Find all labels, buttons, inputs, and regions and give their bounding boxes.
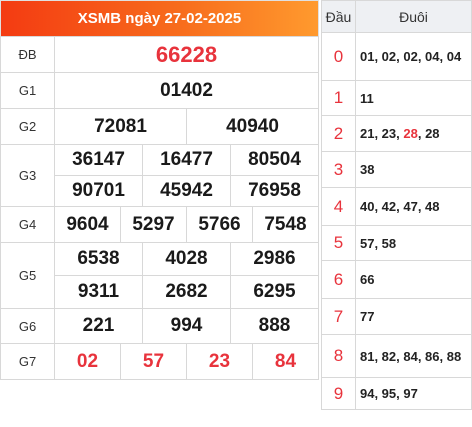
loto-head-digit: 9 bbox=[321, 377, 356, 410]
prize-number: 994 bbox=[170, 315, 203, 336]
prize-number: 2682 bbox=[165, 281, 208, 302]
prize-number: 76958 bbox=[248, 180, 301, 201]
loto-row: 9 94, 95, 97 bbox=[321, 377, 472, 410]
prize-label: G2 bbox=[0, 108, 55, 145]
prize-number: 57 bbox=[142, 350, 165, 372]
loto-tails: 21, 23, 28, 28 bbox=[355, 115, 472, 152]
prize-number: 6295 bbox=[253, 281, 296, 302]
loto-tail-text: 40, 42, 47, 48 bbox=[360, 199, 440, 214]
prize-number: 72081 bbox=[94, 115, 147, 137]
loto-tails: 81, 82, 84, 86, 88 bbox=[355, 334, 472, 378]
loto-row: 0 01, 02, 02, 04, 04 bbox=[321, 32, 472, 81]
prize-label: G5 bbox=[0, 242, 55, 309]
loto-tail-text: 21, 23, bbox=[360, 126, 404, 141]
prize-number: 2986 bbox=[253, 248, 296, 269]
prize-number: 01402 bbox=[160, 79, 213, 101]
prize-number: 23 bbox=[208, 350, 231, 372]
results-title: XSMB ngày 27-02-2025 bbox=[0, 0, 319, 36]
prize-row-g3b: 90701 45942 76958 bbox=[1, 175, 319, 207]
special-prize-number: 66228 bbox=[155, 41, 218, 67]
prize-label: G1 bbox=[0, 72, 55, 109]
prize-row-g2: G2 72081 40940 bbox=[0, 108, 319, 145]
prize-number: 888 bbox=[258, 315, 291, 336]
prize-row-g5: G5 6538 4028 2986 bbox=[0, 242, 319, 309]
prize-row-g4: G4 9604 5297 5766 7548 bbox=[0, 206, 319, 243]
loto-tails: 77 bbox=[355, 298, 472, 335]
prize-number: 84 bbox=[274, 350, 297, 372]
loto-tails: 38 bbox=[355, 151, 472, 188]
loto-tail-text: 94, 95, 97 bbox=[360, 386, 418, 401]
loto-tail-text: 38 bbox=[360, 162, 375, 177]
prize-number: 5766 bbox=[198, 213, 241, 235]
results-panel: XSMB ngày 27-02-2025 ĐB 66228 G1 01402 G… bbox=[0, 0, 319, 380]
loto-row: 6 66 bbox=[321, 260, 472, 299]
prize-row-g1: G1 01402 bbox=[0, 72, 319, 109]
loto-tail-text: 11 bbox=[360, 90, 374, 106]
loto-tails: 01, 02, 02, 04, 04 bbox=[355, 32, 472, 81]
loto-tail-text: , 28 bbox=[417, 126, 440, 141]
loto-tails: 66 bbox=[355, 260, 472, 299]
header-dau: Đầu bbox=[321, 0, 356, 33]
loto-tail-text: 01, 02, 02, 04, 04 bbox=[360, 49, 462, 64]
loto-panel: Đầu Đuôi 0 01, 02, 02, 04, 04 1 11 2 21, 23, … bbox=[321, 0, 472, 427]
loto-head-digit: 3 bbox=[321, 151, 356, 188]
loto-tail-highlight: 28 bbox=[403, 126, 418, 141]
loto-tails: 40, 42, 47, 48 bbox=[355, 187, 472, 226]
loto-head-digit: 2 bbox=[321, 115, 356, 152]
prize-number: 7548 bbox=[264, 213, 307, 235]
prize-number: 02 bbox=[76, 350, 99, 372]
prize-label: G4 bbox=[0, 206, 55, 243]
loto-table: Đầu Đuôi 0 01, 02, 02, 04, 04 1 11 2 21, 23, … bbox=[321, 0, 472, 410]
loto-row: 4 40, 42, 47, 48 bbox=[321, 187, 472, 226]
loto-tails: 11 bbox=[355, 80, 472, 116]
prize-number: 221 bbox=[82, 315, 115, 336]
loto-tails: 57, 58 bbox=[355, 225, 472, 261]
loto-head-digit: 7 bbox=[321, 298, 356, 335]
loto-row: 7 77 bbox=[321, 298, 472, 335]
loto-tails: 94, 95, 97 bbox=[355, 377, 472, 410]
loto-row: 3 38 bbox=[321, 151, 472, 188]
loto-tail-text: 81, 82, 84, 86, 88 bbox=[360, 348, 462, 364]
prize-label: ĐB bbox=[0, 36, 55, 73]
prize-row-g5b: 9311 2682 6295 bbox=[1, 275, 319, 309]
loto-head-digit: 8 bbox=[321, 334, 356, 378]
loto-row: 1 11 bbox=[321, 80, 472, 116]
loto-header-row: Đầu Đuôi bbox=[321, 0, 472, 33]
loto-row: 5 57, 58 bbox=[321, 225, 472, 261]
prize-number: 5297 bbox=[132, 213, 175, 235]
loto-head-digit: 1 bbox=[321, 80, 356, 116]
prize-number: 80504 bbox=[248, 149, 301, 170]
prize-number: 40940 bbox=[226, 115, 279, 137]
prize-label: G3 bbox=[0, 144, 55, 207]
prize-number: 9311 bbox=[77, 281, 120, 302]
prize-row-g3: G3 36147 16477 80504 bbox=[0, 144, 319, 207]
header-duoi: Đuôi bbox=[355, 0, 472, 33]
prize-row-g6: G6 221 994 888 bbox=[0, 308, 319, 344]
prize-number: 36147 bbox=[72, 149, 125, 170]
prize-number: 4028 bbox=[165, 248, 208, 269]
loto-head-digit: 6 bbox=[321, 260, 356, 299]
results-table: ĐB 66228 G1 01402 G2 72081 40940 G3 3614… bbox=[0, 36, 319, 380]
loto-tail-text: 57, 58 bbox=[360, 235, 397, 251]
prize-number: 9604 bbox=[66, 213, 109, 235]
loto-head-digit: 4 bbox=[321, 187, 356, 226]
loto-tail-text: 66 bbox=[360, 272, 375, 287]
prize-label: G7 bbox=[0, 343, 55, 380]
loto-tail-text: 77 bbox=[360, 309, 375, 324]
prize-number: 16477 bbox=[160, 149, 213, 170]
prize-row-db: ĐB 66228 bbox=[0, 36, 319, 73]
loto-row: 8 81, 82, 84, 86, 88 bbox=[321, 334, 472, 378]
loto-head-digit: 5 bbox=[321, 225, 356, 261]
prize-row-g7: G7 02 57 23 84 bbox=[0, 343, 319, 380]
prize-number: 45942 bbox=[160, 180, 213, 201]
loto-head-digit: 0 bbox=[321, 32, 356, 81]
loto-row: 2 21, 23, 28, 28 bbox=[321, 115, 472, 152]
loto-body: 0 01, 02, 02, 04, 04 1 11 2 21, 23, 28, 28 3 38… bbox=[321, 32, 472, 410]
prize-number: 90701 bbox=[72, 180, 125, 201]
prize-label: G6 bbox=[0, 308, 55, 344]
prize-number: 6538 bbox=[77, 248, 120, 269]
